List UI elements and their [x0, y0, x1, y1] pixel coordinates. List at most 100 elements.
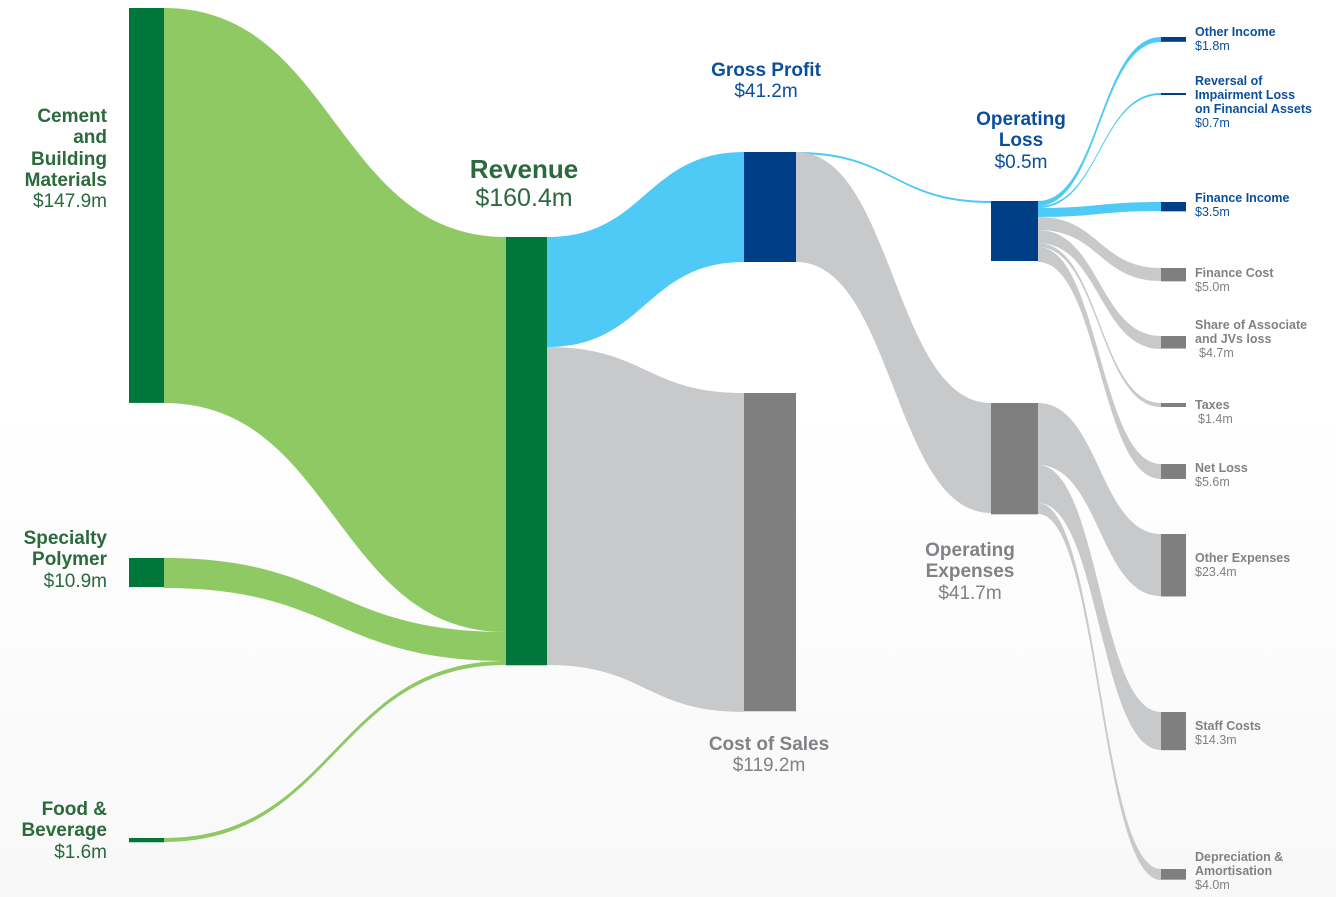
- label-cost-of-sales-name: Cost of Sales: [708, 734, 830, 755]
- label-reversal-value: $0.7m: [1195, 116, 1230, 130]
- link-gross-profit-operating-loss: [796, 152, 991, 203]
- label-operating-expenses-name-2: Expenses: [925, 561, 1015, 583]
- link-cement-revenue: [164, 8, 506, 632]
- label-gross-profit-value: $41.2m: [734, 81, 798, 103]
- label-finance-income: Finance Income $3.5m: [1195, 191, 1289, 219]
- link-other-income-operating-loss: [1038, 37, 1161, 206]
- label-food-name-1: Food &: [41, 799, 107, 820]
- label-operating-loss-name-2: Loss: [998, 130, 1044, 152]
- label-finance-cost-value: $5.0m: [1195, 280, 1230, 294]
- label-other-income: Other Income $1.8m: [1195, 25, 1276, 53]
- link-operating-loss-taxes: [1038, 243, 1161, 407]
- label-cement-name-1: Cement: [37, 106, 107, 127]
- label-revenue-name: Revenue: [469, 154, 579, 184]
- link-operating-loss-associate: [1038, 230, 1161, 349]
- label-other-expenses: Other Expenses $23.4m: [1195, 551, 1290, 579]
- label-gross-profit: Gross Profit $41.2m: [666, 60, 866, 103]
- link-net-loss-operating-loss: [1038, 247, 1161, 479]
- label-polymer-name-1: Specialty: [23, 528, 107, 549]
- label-taxes-name: Taxes: [1195, 398, 1230, 412]
- label-cement-name-2: and: [73, 127, 107, 149]
- node-finance-cost: [1161, 268, 1186, 282]
- label-cement: Cement and Building Materials $147.9m: [25, 106, 107, 212]
- node-reversal: [1161, 93, 1186, 95]
- label-food-name-2: Beverage: [21, 820, 107, 842]
- label-reversal-name-1: Reversal of: [1195, 74, 1263, 88]
- label-other-income-name: Other Income: [1195, 25, 1276, 39]
- label-depreciation-value: $4.0m: [1195, 878, 1230, 892]
- link-finance-income-operating-loss: [1038, 202, 1161, 217]
- link-operating-loss-finance-cost: [1038, 217, 1161, 281]
- label-other-expenses-name: Other Expenses: [1195, 551, 1291, 565]
- link-reversal-operating-loss: [1038, 93, 1161, 208]
- label-depreciation-name-2: Amortisation: [1195, 864, 1273, 878]
- link-polymer-revenue: [164, 558, 506, 661]
- label-other-income-value: $1.8m: [1195, 39, 1230, 53]
- label-cement-name-3: Building: [31, 148, 107, 170]
- link-food-revenue: [164, 661, 506, 842]
- label-reversal-name-3: on Financial Assets: [1195, 102, 1312, 116]
- label-food-value: $1.6m: [54, 841, 107, 863]
- label-reversal: Reversal of Impairment Loss on Financial…: [1195, 74, 1312, 130]
- label-net-loss-name: Net Loss: [1195, 461, 1248, 475]
- label-depreciation: Depreciation & Amortisation $4.0m: [1195, 850, 1283, 892]
- label-food: Food & Beverage $1.6m: [21, 799, 107, 863]
- label-finance-cost: Finance Cost $5.0m: [1195, 266, 1274, 294]
- node-finance-income: [1161, 202, 1186, 212]
- label-operating-expenses-name-1: Operating: [925, 540, 1015, 561]
- link-revenue-cost-of-sales: [547, 347, 744, 712]
- label-revenue: Revenue $160.4m: [424, 154, 624, 213]
- link-operating-expenses-depreciation: [1038, 503, 1161, 880]
- node-food: [129, 838, 164, 843]
- label-polymer-name-2: Polymer: [32, 549, 107, 571]
- label-cement-value: $147.9m: [33, 191, 107, 213]
- sankey-links: [164, 8, 1161, 880]
- label-other-expenses-value: $23.4m: [1195, 565, 1237, 579]
- link-operating-expenses-other-expenses: [1038, 403, 1161, 596]
- label-revenue-value: $160.4m: [475, 184, 573, 213]
- node-associate: [1161, 336, 1186, 349]
- sankey-nodes: [129, 8, 1186, 880]
- link-revenue-gross-profit: [547, 152, 744, 347]
- label-staff-costs-value: $14.3m: [1195, 733, 1237, 747]
- node-taxes: [1161, 403, 1186, 407]
- label-cost-of-sales-value: $119.2m: [732, 755, 806, 777]
- node-revenue: [506, 237, 547, 666]
- node-depreciation: [1161, 869, 1186, 880]
- label-associate-name-1: Share of Associate: [1195, 318, 1308, 332]
- label-cement-name-4: Materials: [24, 169, 107, 191]
- node-staff-costs: [1161, 712, 1186, 751]
- label-polymer-value: $10.9m: [43, 570, 107, 592]
- label-finance-cost-name: Finance Cost: [1195, 266, 1274, 280]
- label-staff-costs: Staff Costs $14.3m: [1195, 719, 1261, 747]
- label-gross-profit-name: Gross Profit: [711, 60, 821, 81]
- label-cost-of-sales: Cost of Sales $119.2m: [669, 734, 869, 777]
- link-gross-profit-operating-expenses: [796, 152, 991, 513]
- link-operating-expenses-staff-costs: [1038, 465, 1161, 750]
- label-associate-value: $4.7m: [1199, 346, 1234, 360]
- node-net-loss: [1161, 464, 1186, 479]
- node-cement: [129, 8, 164, 403]
- label-taxes-value: $1.4m: [1198, 412, 1233, 426]
- label-staff-costs-name: Staff Costs: [1195, 719, 1261, 733]
- label-polymer: Specialty Polymer $10.9m: [24, 528, 107, 592]
- label-associate-name-2: and JVs loss: [1195, 332, 1272, 346]
- label-operating-expenses-value: $41.7m: [938, 582, 1002, 604]
- node-operating-loss: [991, 201, 1038, 261]
- label-finance-income-value: $3.5m: [1195, 205, 1230, 219]
- label-finance-income-name: Finance Income: [1195, 191, 1290, 205]
- label-reversal-name-2: Impairment Loss: [1195, 88, 1296, 102]
- label-operating-loss-value: $0.5m: [994, 151, 1048, 173]
- label-net-loss: Net Loss $5.6m: [1195, 461, 1248, 489]
- node-other-income: [1161, 37, 1186, 42]
- node-cost-of-sales: [744, 393, 796, 712]
- label-operating-expenses: Operating Expenses $41.7m: [880, 540, 1060, 604]
- label-depreciation-name-1: Depreciation &: [1195, 850, 1284, 864]
- label-operating-loss: Operating Loss $0.5m: [931, 109, 1111, 173]
- node-operating-expenses: [991, 403, 1038, 515]
- label-operating-loss-name-1: Operating: [976, 109, 1066, 130]
- label-net-loss-value: $5.6m: [1195, 475, 1230, 489]
- label-taxes: Taxes $1.4m: [1195, 398, 1233, 426]
- node-other-expenses: [1161, 534, 1186, 597]
